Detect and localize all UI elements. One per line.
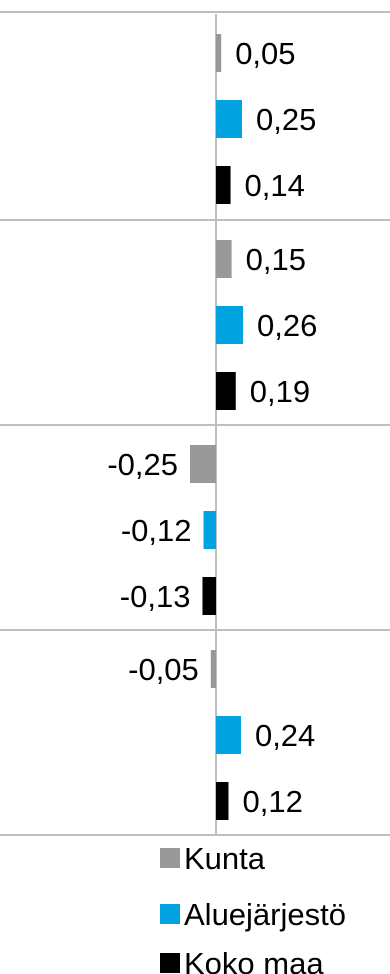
- data-label: -0,25: [107, 447, 178, 482]
- gridlines: [0, 11, 390, 836]
- data-labels-group: 0,05 0,25 0,14 0,15 0,26 0,19 -0,25 -0,12 -0,13 -…: [107, 36, 317, 819]
- bar-aluej-rjest--1: [216, 100, 242, 138]
- bar-aluej-rjest--2: [216, 306, 244, 344]
- bar-koko-maa-4: [216, 782, 229, 820]
- legend-swatch-aluejarjesto: [160, 904, 180, 924]
- bar-koko-maa-3: [202, 577, 216, 615]
- bar-kunta-4: [210, 650, 216, 688]
- bar-kunta-3: [190, 445, 216, 483]
- bars-group: [190, 34, 244, 820]
- legend-swatch-koko-maa: [160, 953, 180, 973]
- data-label: 0,24: [255, 718, 315, 753]
- legend-label-koko-maa: Koko maa: [184, 946, 324, 974]
- data-label: 0,19: [250, 374, 310, 409]
- legend-swatch-kunta: [160, 848, 180, 868]
- bar-aluej-rjest--4: [216, 716, 241, 754]
- data-label: 0,05: [235, 36, 295, 71]
- bar-koko-maa-2: [216, 372, 236, 410]
- legend: Kunta Aluejärjestö Koko maa: [160, 841, 346, 974]
- bar-koko-maa-1: [216, 166, 231, 204]
- data-label: -0,13: [120, 579, 191, 614]
- data-label: 0,26: [257, 308, 317, 343]
- bar-aluej-rjest--3: [203, 511, 216, 549]
- data-label: 0,12: [242, 784, 302, 819]
- data-label: 0,25: [256, 102, 316, 137]
- data-label: 0,15: [246, 242, 306, 277]
- legend-label-aluejarjesto: Aluejärjestö: [184, 897, 346, 932]
- data-label: -0,12: [121, 513, 192, 548]
- bar-kunta-2: [216, 240, 232, 278]
- legend-label-kunta: Kunta: [184, 841, 266, 876]
- data-label: -0,05: [128, 652, 199, 687]
- bar-kunta-1: [216, 34, 222, 72]
- data-label: 0,14: [245, 168, 305, 203]
